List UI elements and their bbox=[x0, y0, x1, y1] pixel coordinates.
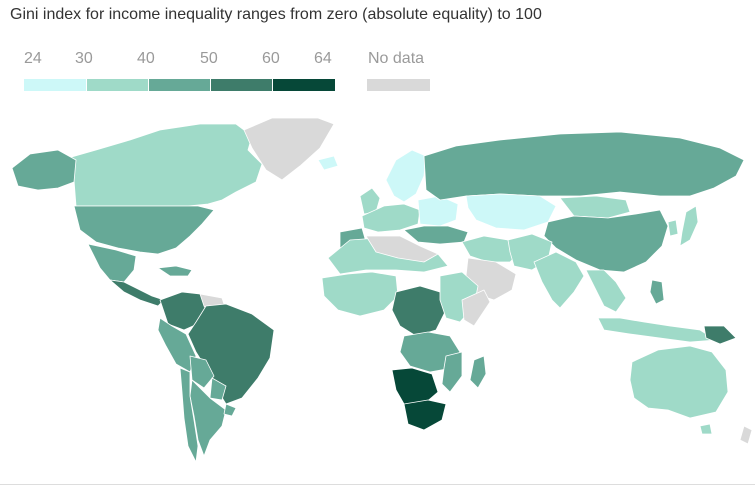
region-russia bbox=[423, 131, 745, 201]
region-scandinavia bbox=[385, 149, 427, 203]
region-sahara-no-data bbox=[365, 235, 439, 263]
color-legend: 24 30 40 50 60 64 No data bbox=[24, 50, 444, 95]
region-mozambique bbox=[441, 351, 463, 393]
legend-swatch-60-64 bbox=[273, 79, 335, 91]
region-india bbox=[533, 251, 585, 309]
region-korea bbox=[667, 219, 679, 237]
region-balkans-turkey bbox=[403, 225, 469, 245]
region-mexico bbox=[87, 243, 137, 283]
region-indonesia bbox=[597, 317, 717, 343]
region-greenland bbox=[243, 117, 335, 181]
legend-swatch-no-data bbox=[367, 79, 430, 91]
region-canada bbox=[67, 123, 263, 207]
legend-tick-50: 50 bbox=[200, 50, 218, 67]
map-title: Gini index for income inequality ranges … bbox=[10, 6, 542, 23]
region-south-africa bbox=[403, 399, 447, 431]
region-usa bbox=[73, 205, 215, 255]
legend-tick-40: 40 bbox=[137, 50, 155, 67]
region-australia bbox=[629, 345, 729, 419]
region-mongolia bbox=[559, 195, 631, 219]
region-central-africa bbox=[391, 285, 447, 337]
region-eastern-europe bbox=[417, 195, 459, 227]
region-western-europe bbox=[361, 203, 421, 233]
legend-no-data-label: No data bbox=[368, 50, 425, 67]
region-china bbox=[543, 209, 669, 273]
region-new-zealand bbox=[739, 425, 753, 445]
region-japan bbox=[679, 205, 699, 247]
region-iceland bbox=[317, 155, 339, 171]
region-papua-new-guinea bbox=[703, 325, 737, 345]
region-paraguay bbox=[209, 377, 227, 401]
legend-swatch-30-40 bbox=[87, 79, 148, 91]
legend-swatch-40-50 bbox=[149, 79, 210, 91]
legend-tick-30: 30 bbox=[75, 50, 93, 67]
region-tasmania bbox=[699, 423, 713, 435]
region-namibia-botswana bbox=[391, 367, 439, 405]
legend-tick-24: 24 bbox=[24, 50, 42, 67]
bottom-divider bbox=[0, 484, 755, 485]
legend-tick-60: 60 bbox=[262, 50, 280, 67]
region-horn-somalia bbox=[461, 289, 491, 327]
region-philippines bbox=[649, 279, 665, 305]
world-map bbox=[11, 117, 753, 463]
region-caribbean bbox=[157, 265, 193, 277]
region-southeast-asia bbox=[585, 269, 627, 313]
region-kazakhstan-central-asia bbox=[465, 193, 557, 231]
region-alaska bbox=[11, 149, 77, 191]
region-madagascar bbox=[469, 355, 487, 389]
region-brazil bbox=[187, 303, 275, 405]
region-bolivia bbox=[189, 355, 215, 389]
region-central-america bbox=[109, 279, 165, 307]
legend-tick-64: 64 bbox=[314, 50, 332, 67]
region-uk-ireland bbox=[359, 187, 381, 215]
legend-swatch-24-30 bbox=[24, 79, 86, 91]
legend-swatch-50-60 bbox=[211, 79, 272, 91]
region-west-africa bbox=[321, 271, 399, 317]
region-chile bbox=[179, 367, 199, 463]
region-uruguay bbox=[223, 403, 237, 417]
